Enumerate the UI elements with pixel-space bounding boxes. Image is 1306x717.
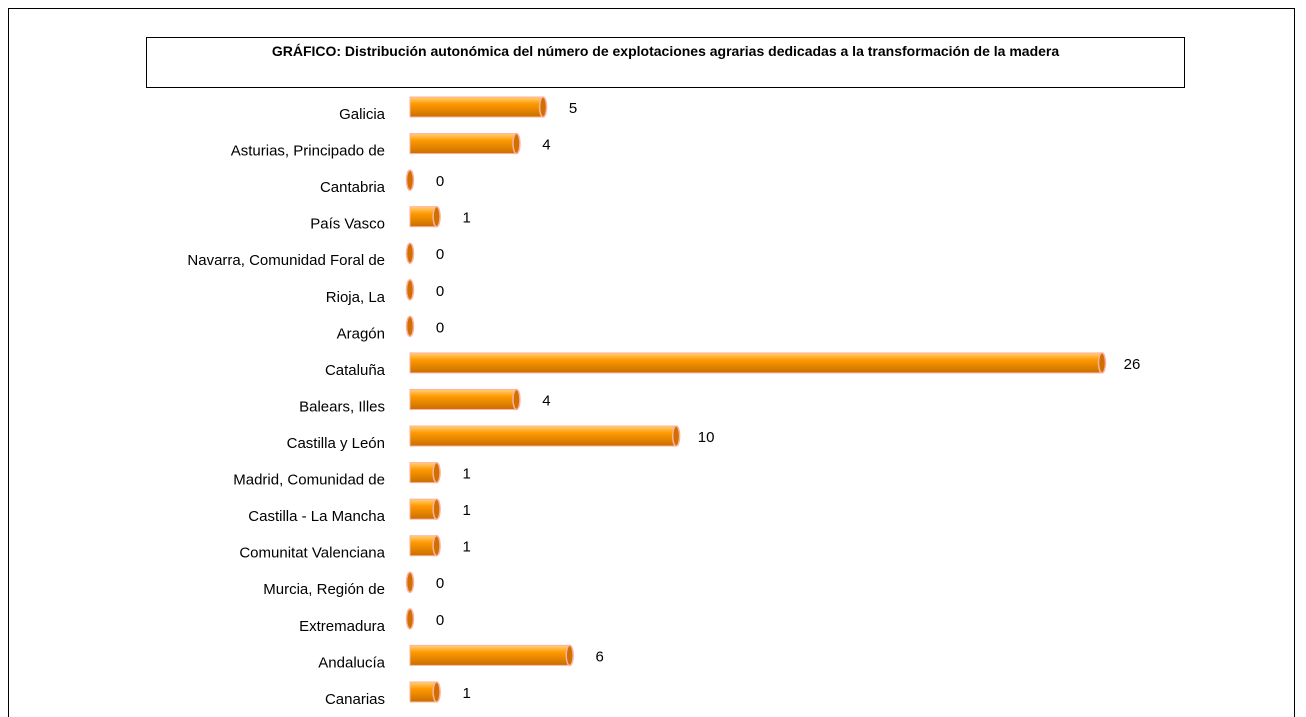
y-tick-label: Aragón bbox=[337, 325, 385, 342]
bar-cap bbox=[538, 96, 548, 118]
value-label: 0 bbox=[436, 612, 444, 629]
bar bbox=[409, 425, 681, 447]
bar-body bbox=[409, 133, 517, 155]
bar bbox=[409, 534, 441, 557]
bar-cap bbox=[432, 498, 441, 520]
bar bbox=[409, 132, 521, 155]
value-label: 1 bbox=[462, 466, 470, 483]
bar bbox=[405, 169, 415, 191]
y-tick-label: Extremadura bbox=[299, 618, 386, 635]
bar-cap bbox=[405, 315, 415, 338]
bar-cap bbox=[512, 132, 521, 155]
bar-body bbox=[409, 644, 571, 666]
value-label: 1 bbox=[462, 685, 470, 702]
bar-body bbox=[409, 425, 677, 447]
y-tick-label: País Vasco bbox=[310, 216, 385, 233]
bar-cap bbox=[405, 242, 415, 264]
value-label: 5 bbox=[569, 100, 577, 117]
y-tick-label: Navarra, Comunidad Foral de bbox=[187, 252, 385, 269]
y-tick-label: Murcia, Región de bbox=[263, 581, 385, 598]
value-label: 10 bbox=[698, 429, 715, 446]
bar-body bbox=[409, 352, 1103, 374]
y-tick-label: Asturias, Principado de bbox=[231, 143, 385, 160]
value-label: 1 bbox=[462, 539, 470, 556]
y-tick-label: Andalucía bbox=[318, 654, 385, 671]
y-tick-label: Cataluña bbox=[325, 362, 386, 379]
value-label: 4 bbox=[542, 137, 550, 154]
y-tick-label: Madrid, Comunidad de bbox=[233, 472, 385, 489]
bar-cap bbox=[432, 681, 441, 703]
bar-cap bbox=[512, 388, 521, 411]
y-tick-label: Cantabria bbox=[320, 179, 386, 196]
value-label: 26 bbox=[1124, 356, 1141, 373]
bar bbox=[409, 205, 441, 228]
value-label: 0 bbox=[436, 173, 444, 190]
bar bbox=[409, 96, 548, 118]
bar-cap bbox=[565, 644, 574, 667]
bar-cap bbox=[405, 279, 415, 301]
value-label: 1 bbox=[462, 210, 470, 227]
value-label: 0 bbox=[436, 575, 444, 592]
value-label: 0 bbox=[436, 283, 444, 300]
y-tick-label: Balears, Illes bbox=[299, 398, 385, 415]
value-label: 6 bbox=[596, 648, 604, 665]
value-label: 0 bbox=[436, 246, 444, 263]
y-tick-label: Rioja, La bbox=[326, 289, 386, 306]
bar-cap bbox=[405, 169, 415, 191]
bar-cap bbox=[1097, 352, 1107, 374]
bar-cap bbox=[405, 608, 415, 630]
bar bbox=[409, 498, 441, 520]
y-tick-label: Galicia bbox=[339, 106, 386, 123]
bar bbox=[405, 571, 415, 594]
chart-frame bbox=[8, 8, 1295, 717]
y-tick-label: Comunitat Valenciana bbox=[239, 545, 385, 562]
value-label: 1 bbox=[462, 502, 470, 519]
bar-body bbox=[409, 96, 544, 118]
bar bbox=[405, 315, 415, 338]
bar-cap bbox=[671, 425, 681, 447]
bar-cap bbox=[405, 571, 415, 594]
bar bbox=[405, 279, 415, 301]
bar bbox=[409, 461, 441, 484]
bar-cap bbox=[432, 534, 441, 557]
chart-title: GRÁFICO: Distribución autonómica del núm… bbox=[146, 37, 1185, 88]
bar bbox=[405, 608, 415, 630]
bar-cap bbox=[432, 205, 441, 228]
bar bbox=[409, 644, 574, 667]
bar bbox=[409, 681, 441, 703]
y-tick-label: Castilla y León bbox=[287, 435, 385, 452]
bar-cap bbox=[432, 461, 441, 484]
bar bbox=[409, 388, 521, 411]
y-tick-label: Canarias bbox=[325, 691, 385, 708]
bar bbox=[405, 242, 415, 264]
value-label: 4 bbox=[542, 392, 550, 409]
value-label: 0 bbox=[436, 319, 444, 336]
y-tick-label: Castilla - La Mancha bbox=[248, 508, 385, 525]
bar-body bbox=[409, 388, 517, 410]
bar bbox=[409, 352, 1107, 374]
